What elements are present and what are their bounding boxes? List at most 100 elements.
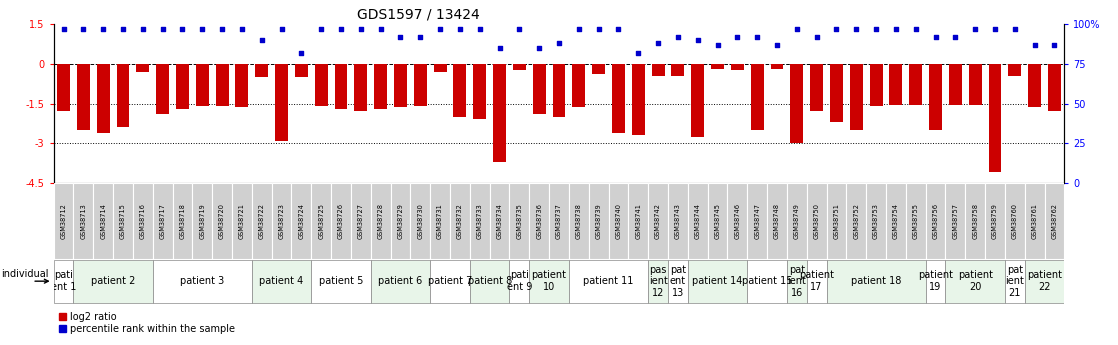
Point xyxy=(966,26,984,32)
Text: GSM38722: GSM38722 xyxy=(258,203,265,239)
FancyBboxPatch shape xyxy=(846,183,866,259)
FancyBboxPatch shape xyxy=(608,183,628,259)
Text: GSM38726: GSM38726 xyxy=(338,203,344,239)
Text: GSM38736: GSM38736 xyxy=(537,203,542,239)
Text: GSM38732: GSM38732 xyxy=(457,203,463,239)
Text: GSM38715: GSM38715 xyxy=(120,203,126,239)
Text: patient 7: patient 7 xyxy=(428,276,472,286)
Text: GSM38734: GSM38734 xyxy=(496,203,503,239)
FancyBboxPatch shape xyxy=(589,183,608,259)
FancyBboxPatch shape xyxy=(946,260,1005,303)
FancyBboxPatch shape xyxy=(153,183,172,259)
Text: GSM38758: GSM38758 xyxy=(973,203,978,239)
FancyBboxPatch shape xyxy=(946,183,965,259)
Bar xyxy=(176,64,189,109)
Bar xyxy=(672,64,684,76)
Bar xyxy=(493,64,506,162)
Bar xyxy=(334,64,348,109)
Text: GSM38744: GSM38744 xyxy=(694,203,701,239)
Point xyxy=(748,34,766,40)
FancyBboxPatch shape xyxy=(292,183,311,259)
FancyBboxPatch shape xyxy=(787,260,807,303)
FancyBboxPatch shape xyxy=(807,260,826,303)
Point xyxy=(352,26,370,32)
Text: GSM38748: GSM38748 xyxy=(774,203,780,239)
Point xyxy=(669,34,686,40)
Point xyxy=(491,45,509,51)
FancyBboxPatch shape xyxy=(569,183,589,259)
FancyBboxPatch shape xyxy=(272,183,292,259)
Bar xyxy=(811,64,823,111)
Text: patient 11: patient 11 xyxy=(584,276,634,286)
FancyBboxPatch shape xyxy=(1025,183,1044,259)
FancyBboxPatch shape xyxy=(549,183,569,259)
Point xyxy=(768,42,786,48)
Point xyxy=(371,26,389,32)
FancyBboxPatch shape xyxy=(192,183,212,259)
Point xyxy=(114,26,132,32)
Bar xyxy=(691,64,704,137)
Point xyxy=(927,34,945,40)
Point xyxy=(1025,42,1043,48)
FancyBboxPatch shape xyxy=(311,183,331,259)
Bar xyxy=(77,64,89,130)
FancyBboxPatch shape xyxy=(826,183,846,259)
FancyBboxPatch shape xyxy=(1005,260,1025,303)
Bar xyxy=(949,64,961,105)
Text: patient
10: patient 10 xyxy=(531,270,567,292)
Text: GSM38718: GSM38718 xyxy=(180,203,186,239)
Text: GDS1597 / 13424: GDS1597 / 13424 xyxy=(357,8,480,22)
FancyBboxPatch shape xyxy=(688,260,747,303)
FancyBboxPatch shape xyxy=(451,183,470,259)
FancyBboxPatch shape xyxy=(54,260,74,303)
Text: GSM38757: GSM38757 xyxy=(953,203,958,239)
FancyBboxPatch shape xyxy=(807,183,826,259)
FancyBboxPatch shape xyxy=(153,260,252,303)
Text: patient
17: patient 17 xyxy=(799,270,834,292)
FancyBboxPatch shape xyxy=(54,183,74,259)
Bar xyxy=(770,64,784,69)
FancyBboxPatch shape xyxy=(885,183,906,259)
Point xyxy=(807,34,825,40)
Point xyxy=(55,26,73,32)
FancyBboxPatch shape xyxy=(1044,183,1064,259)
Text: GSM38750: GSM38750 xyxy=(814,203,819,239)
Bar xyxy=(414,64,427,106)
Bar xyxy=(97,64,110,132)
Bar xyxy=(711,64,724,69)
Bar xyxy=(1048,64,1061,111)
Text: patient
22: patient 22 xyxy=(1027,270,1062,292)
Bar xyxy=(830,64,843,122)
Bar xyxy=(354,64,368,111)
Text: GSM38746: GSM38746 xyxy=(735,203,740,239)
Text: pas
ient
12: pas ient 12 xyxy=(648,265,667,298)
FancyBboxPatch shape xyxy=(569,260,648,303)
Bar xyxy=(375,64,387,109)
Text: GSM38723: GSM38723 xyxy=(278,203,285,239)
FancyBboxPatch shape xyxy=(93,183,113,259)
Point xyxy=(134,26,152,32)
Bar xyxy=(157,64,169,114)
FancyBboxPatch shape xyxy=(1025,260,1064,303)
Bar xyxy=(572,64,585,108)
Point xyxy=(471,26,489,32)
Point xyxy=(391,34,409,40)
FancyBboxPatch shape xyxy=(826,260,926,303)
Bar xyxy=(890,64,902,105)
Text: GSM38759: GSM38759 xyxy=(992,203,998,239)
Point xyxy=(589,26,607,32)
Text: pati
ent 9: pati ent 9 xyxy=(506,270,532,292)
Point xyxy=(729,34,747,40)
Text: GSM38733: GSM38733 xyxy=(476,203,483,239)
FancyBboxPatch shape xyxy=(965,183,985,259)
FancyBboxPatch shape xyxy=(470,260,510,303)
Bar xyxy=(196,64,209,106)
Bar xyxy=(295,64,307,77)
FancyBboxPatch shape xyxy=(747,260,787,303)
Bar xyxy=(513,64,525,70)
FancyBboxPatch shape xyxy=(926,260,946,303)
Point xyxy=(986,26,1004,32)
Bar xyxy=(454,64,466,117)
FancyBboxPatch shape xyxy=(510,260,529,303)
Text: patient 6: patient 6 xyxy=(378,276,423,286)
